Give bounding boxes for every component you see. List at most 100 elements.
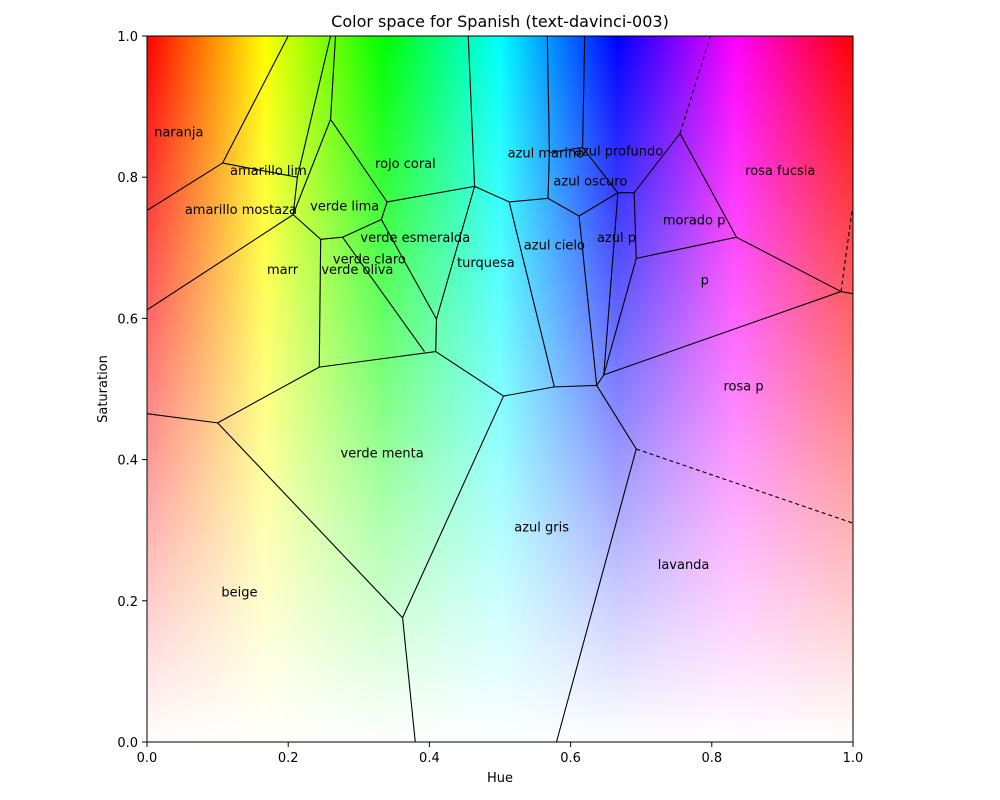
region-label: azul gris	[514, 521, 569, 536]
voronoi-edge	[330, 36, 337, 120]
voronoi-edge	[147, 162, 223, 211]
voronoi-edge	[596, 385, 637, 450]
voronoi-edge	[509, 197, 549, 203]
voronoi-edge	[578, 192, 619, 217]
voronoi-edge	[222, 162, 298, 178]
voronoi-edge	[292, 177, 298, 215]
plot-frame	[146, 35, 854, 743]
voronoi-edge	[547, 152, 550, 199]
region-label: rosa p	[723, 379, 763, 394]
region-label: turquesa	[457, 256, 515, 271]
voronoi-edge	[217, 422, 403, 619]
region-label: azul profundo	[574, 144, 663, 159]
plot-area: naranja amarillo lim amarillo mostaza rojo …	[146, 35, 854, 743]
voronoi-edge	[582, 36, 586, 148]
y-tick-label: 0.2	[117, 595, 138, 610]
region-label: verde esmeralda	[360, 231, 470, 246]
voronoi-edge	[380, 201, 388, 220]
voronoi-edges	[147, 36, 853, 742]
y-tick-label: 0.6	[117, 312, 138, 327]
voronoi-edge	[636, 236, 737, 259]
voronoi-edge-dashed	[636, 448, 853, 524]
voronoi-edge	[435, 186, 476, 320]
voronoi-edge	[217, 366, 320, 424]
y-axis-label: Saturation	[96, 355, 111, 423]
voronoi-edge	[508, 201, 555, 388]
chart-title: Color space for Spanish (text-davinci-00…	[331, 12, 669, 31]
region-label: verde claro	[333, 252, 406, 267]
region-label: morado p	[663, 214, 726, 229]
voronoi-edge	[603, 192, 619, 375]
x-tick-label: 0.4	[419, 751, 440, 766]
x-axis-ticks: 0.0 0.2 0.4 0.6 0.8 1.0	[137, 742, 864, 766]
region-label: amarillo mostaza	[185, 203, 297, 218]
voronoi-edge	[292, 119, 332, 215]
voronoi-edge	[582, 147, 619, 194]
voronoi-edge	[554, 384, 597, 388]
voronoi-edge	[555, 448, 637, 742]
voronoi-edge-dashed	[679, 36, 711, 134]
voronoi-edge	[435, 319, 438, 352]
y-tick-label: 1.0	[117, 30, 138, 45]
voronoi-edge	[435, 351, 504, 397]
region-label: marr	[267, 263, 299, 278]
voronoi-edge	[578, 215, 598, 386]
x-tick-label: 0.6	[560, 751, 581, 766]
voronoi-edge	[380, 219, 437, 320]
voronoi-edge	[402, 395, 505, 618]
voronoi-edge	[402, 617, 416, 742]
region-label: p	[701, 274, 709, 289]
region-label: naranja	[154, 125, 203, 140]
saturation-fade-overlay	[147, 36, 853, 742]
voronoi-edge	[736, 236, 842, 293]
y-tick-label: 0.8	[117, 171, 138, 186]
voronoi-edge	[603, 258, 637, 376]
region-label: verde oliva	[321, 263, 393, 278]
voronoi-edge	[549, 147, 583, 154]
x-tick-label: 1.0	[843, 751, 864, 766]
x-tick-label: 0.0	[137, 751, 158, 766]
voronoi-edge	[342, 236, 425, 352]
voronoi-edge	[467, 36, 476, 187]
region-label: lavanda	[658, 558, 710, 573]
voronoi-edge	[386, 185, 475, 203]
region-labels: naranja amarillo lim amarillo mostaza rojo …	[154, 125, 815, 600]
region-label: rosa fucsia	[745, 164, 815, 179]
region-label: verde menta	[341, 447, 424, 462]
voronoi-edge	[633, 133, 681, 194]
voronoi-edge	[840, 291, 853, 295]
voronoi-edge	[474, 185, 510, 203]
voronoi-edge	[679, 133, 737, 238]
region-label: azul cielo	[524, 238, 585, 253]
x-tick-label: 0.2	[278, 751, 299, 766]
voronoi-edge	[318, 239, 322, 368]
voronoi-edge	[292, 214, 322, 240]
region-label: azul oscuro	[553, 175, 627, 190]
voronoi-edge	[320, 236, 343, 240]
voronoi-edge	[147, 413, 218, 424]
voronoi-edge	[546, 36, 550, 153]
region-label: azul marino	[508, 146, 585, 161]
voronoi-edge	[319, 351, 436, 368]
voronoi-edge	[596, 374, 605, 386]
y-tick-label: 0.0	[117, 736, 138, 751]
voronoi-edge	[222, 36, 289, 164]
voronoi-edge	[330, 118, 388, 203]
voronoi-edge	[296, 36, 332, 178]
x-axis-label: Hue	[487, 771, 513, 786]
y-axis-ticks: 0.0 0.2 0.4 0.6 0.8 1.0	[117, 30, 147, 751]
region-label: rojo coral	[375, 157, 436, 172]
voronoi-edge	[547, 197, 580, 217]
voronoi-edge	[603, 291, 842, 376]
voronoi-edge	[342, 219, 382, 238]
voronoi-edge	[147, 214, 294, 311]
region-label: azul p	[597, 231, 636, 246]
x-tick-label: 0.8	[701, 751, 722, 766]
region-label: amarillo lim	[230, 164, 307, 179]
region-label: beige	[221, 586, 257, 601]
y-tick-label: 0.4	[117, 454, 138, 469]
voronoi-edge	[633, 192, 637, 259]
voronoi-edge	[503, 386, 555, 397]
region-label: verde lima	[310, 199, 379, 214]
